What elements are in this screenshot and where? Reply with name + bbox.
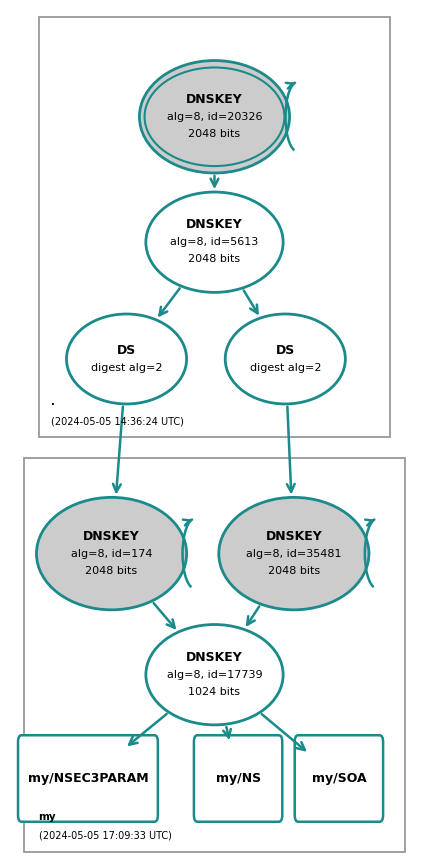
Ellipse shape [225, 314, 345, 404]
Ellipse shape [219, 497, 369, 610]
Text: my/NSEC3PARAM: my/NSEC3PARAM [27, 772, 148, 785]
Text: DNSKEY: DNSKEY [186, 93, 243, 106]
Text: digest alg=2: digest alg=2 [91, 362, 162, 373]
Ellipse shape [146, 192, 283, 292]
FancyBboxPatch shape [295, 735, 383, 822]
FancyBboxPatch shape [194, 735, 282, 822]
Text: alg=8, id=5613: alg=8, id=5613 [170, 237, 259, 247]
FancyBboxPatch shape [18, 735, 158, 822]
Text: my/NS: my/NS [215, 772, 261, 785]
Text: alg=8, id=35481: alg=8, id=35481 [246, 548, 341, 559]
Text: DS: DS [276, 343, 295, 357]
Text: (2024-05-05 14:36:24 UTC): (2024-05-05 14:36:24 UTC) [51, 416, 184, 426]
Text: my/SOA: my/SOA [311, 772, 366, 785]
Text: alg=8, id=17739: alg=8, id=17739 [167, 670, 262, 680]
Ellipse shape [66, 314, 187, 404]
Text: .: . [51, 397, 55, 407]
Text: alg=8, id=174: alg=8, id=174 [71, 548, 152, 559]
Text: 2048 bits: 2048 bits [188, 254, 241, 265]
FancyBboxPatch shape [39, 17, 390, 437]
FancyBboxPatch shape [24, 458, 405, 852]
Text: alg=8, id=20326: alg=8, id=20326 [167, 112, 262, 122]
Text: DNSKEY: DNSKEY [83, 529, 140, 543]
Text: my: my [39, 811, 56, 822]
Text: DS: DS [117, 343, 136, 357]
Text: 2048 bits: 2048 bits [268, 566, 320, 576]
Ellipse shape [139, 61, 290, 173]
Ellipse shape [146, 625, 283, 725]
Text: (2024-05-05 17:09:33 UTC): (2024-05-05 17:09:33 UTC) [39, 830, 172, 841]
Text: 2048 bits: 2048 bits [188, 129, 241, 139]
Text: 1024 bits: 1024 bits [188, 687, 241, 697]
Text: DNSKEY: DNSKEY [186, 650, 243, 664]
Text: 2048 bits: 2048 bits [85, 566, 138, 576]
Ellipse shape [145, 67, 284, 166]
Text: DNSKEY: DNSKEY [266, 529, 322, 543]
Text: digest alg=2: digest alg=2 [250, 362, 321, 373]
Ellipse shape [36, 497, 187, 610]
Text: DNSKEY: DNSKEY [186, 218, 243, 232]
